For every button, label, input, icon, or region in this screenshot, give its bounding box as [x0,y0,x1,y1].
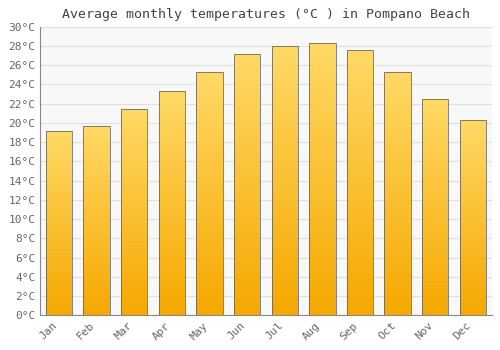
Title: Average monthly temperatures (°C ) in Pompano Beach: Average monthly temperatures (°C ) in Po… [62,8,470,21]
Bar [158,91,185,315]
Bar [46,131,72,315]
Bar [234,54,260,315]
Bar [84,126,110,315]
Bar [384,72,411,315]
Bar [309,43,336,315]
Bar [347,50,373,315]
Bar [121,110,148,315]
Bar [422,99,448,315]
Bar [460,120,486,315]
Bar [196,72,222,315]
Bar [272,46,298,315]
